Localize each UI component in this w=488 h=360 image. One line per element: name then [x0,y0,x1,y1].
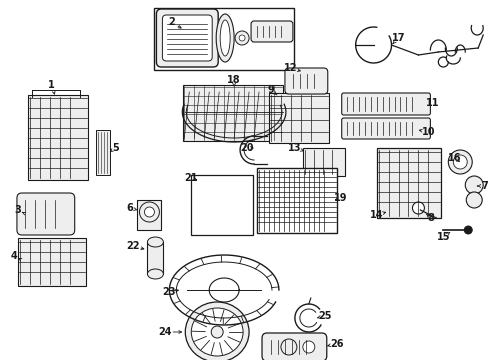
Ellipse shape [452,155,467,169]
Text: 6: 6 [126,203,133,213]
Text: 2: 2 [168,17,174,27]
FancyBboxPatch shape [341,93,429,115]
Text: 24: 24 [158,327,172,337]
FancyBboxPatch shape [341,118,429,139]
Ellipse shape [211,326,223,338]
Bar [96,130,109,175]
Ellipse shape [191,308,243,356]
FancyBboxPatch shape [262,333,326,360]
FancyBboxPatch shape [285,68,327,94]
Ellipse shape [147,269,163,279]
Bar [268,93,328,143]
Text: 3: 3 [15,205,21,215]
Bar [183,85,283,141]
Text: 12: 12 [284,63,297,73]
Text: 5: 5 [112,143,119,153]
Text: 16: 16 [447,153,460,163]
Ellipse shape [139,202,159,222]
Text: 14: 14 [369,210,383,220]
Ellipse shape [147,237,163,247]
Text: 13: 13 [287,143,301,153]
Bar [191,175,252,235]
Text: 26: 26 [329,339,343,349]
Bar [376,148,441,218]
FancyBboxPatch shape [156,9,218,67]
Text: 18: 18 [227,75,241,85]
Text: 1: 1 [48,80,55,90]
Text: 22: 22 [126,241,140,251]
Text: 7: 7 [481,181,488,191]
FancyBboxPatch shape [162,15,212,61]
Bar [154,8,293,70]
Text: 8: 8 [426,213,433,223]
Text: 15: 15 [436,232,449,242]
FancyBboxPatch shape [17,193,75,235]
Text: 19: 19 [333,193,347,203]
FancyBboxPatch shape [250,21,292,42]
Bar [18,238,85,286]
Text: 9: 9 [267,85,274,95]
Bar [147,242,163,274]
Ellipse shape [239,35,244,41]
Ellipse shape [447,150,471,174]
Text: 10: 10 [421,127,434,137]
Bar [257,168,336,233]
Text: 21: 21 [184,173,198,183]
Text: 11: 11 [425,98,438,108]
Ellipse shape [185,302,248,360]
Text: 23: 23 [163,287,176,297]
Bar [302,148,344,176]
Ellipse shape [465,192,481,208]
Ellipse shape [464,176,482,194]
Bar [137,200,161,230]
Text: 4: 4 [11,251,17,261]
Ellipse shape [463,226,471,234]
Text: 25: 25 [317,311,331,321]
Ellipse shape [302,341,314,353]
Ellipse shape [220,20,230,56]
Ellipse shape [144,207,154,217]
Text: 20: 20 [240,143,253,153]
Text: 17: 17 [391,33,405,43]
Ellipse shape [216,14,234,62]
Ellipse shape [235,31,248,45]
Ellipse shape [281,339,296,355]
Bar [28,95,87,180]
Ellipse shape [411,202,424,214]
